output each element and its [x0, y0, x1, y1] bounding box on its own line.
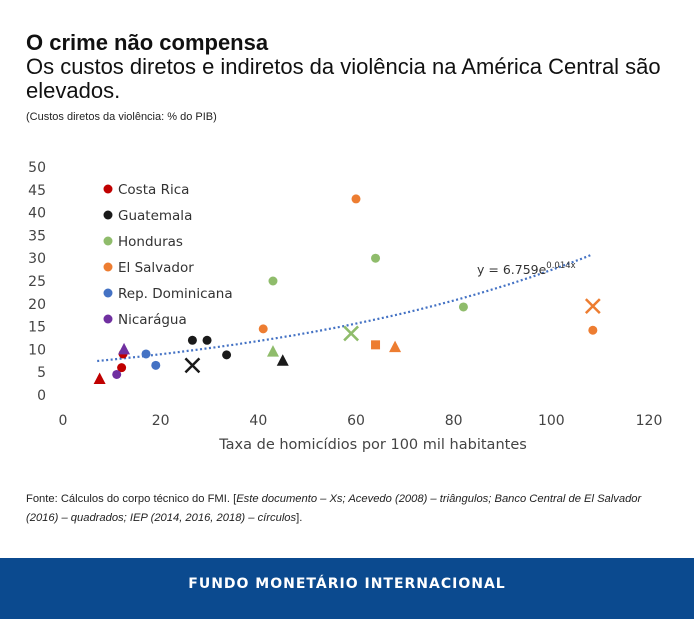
data-point-circle — [351, 194, 361, 204]
data-point-triangle — [93, 372, 106, 385]
data-point-circle — [187, 335, 197, 345]
scatter-chart: 0 5 10 15 20 25 30 35 40 45 50 0 20 40 60 80 100 120 Taxa … — [28, 160, 663, 453]
y-tick-label: 15 — [28, 320, 46, 336]
legend-label: El Salvador — [118, 260, 194, 276]
legend-marker — [103, 236, 113, 246]
data-point-circle — [202, 335, 212, 345]
y-tick-label: 40 — [28, 206, 46, 222]
data-point-circle — [371, 253, 381, 263]
y-tick-label: 30 — [28, 251, 46, 267]
source-italic: Este documento – Xs; Acevedo (2008) – tr… — [26, 493, 642, 524]
legend-label: Guatemala — [118, 208, 192, 224]
trendline — [97, 254, 591, 363]
data-point-circle — [141, 349, 151, 359]
data-point-triangle — [389, 340, 402, 353]
y-tick-label: 0 — [37, 388, 46, 404]
y-tick-label: 5 — [37, 365, 46, 381]
x-axis-label: Taxa de homicídios por 100 mil habitante… — [218, 437, 527, 453]
data-point-circle — [458, 302, 468, 312]
legend-marker — [103, 314, 113, 324]
footer-text: FUNDO MONETÁRIO INTERNACIONAL — [188, 576, 506, 592]
x-tick-label: 80 — [445, 413, 463, 429]
chart-title: O crime não compensa — [26, 30, 269, 55]
source-lead: Fonte: Cálculos do corpo técnico do FMI.… — [26, 493, 237, 505]
y-tick-label: 50 — [28, 160, 46, 176]
trendline-equation: y = 6.759e0.014x — [477, 261, 576, 277]
x-tick-label: 100 — [538, 413, 565, 429]
data-point-circle — [588, 325, 598, 335]
data-point-triangle — [276, 354, 289, 366]
legend-marker — [103, 288, 113, 298]
data-point-x — [184, 357, 201, 374]
legend-label: Nicarágua — [118, 312, 187, 328]
data-point-circle — [222, 350, 232, 360]
legend-marker — [103, 184, 113, 194]
data-point-x — [343, 325, 360, 342]
chart-subtitle: Os custos diretos e indiretos da violênc… — [26, 54, 661, 103]
data-point-triangle — [118, 342, 131, 355]
y-tick-label: 25 — [28, 274, 46, 290]
data-point-triangle — [266, 345, 279, 357]
y-tick-label: 45 — [28, 183, 46, 199]
legend-marker — [103, 262, 113, 272]
x-tick-label: 20 — [152, 413, 170, 429]
legend-marker — [103, 210, 113, 220]
footer-banner: FUNDO MONETÁRIO INTERNACIONAL — [0, 558, 694, 619]
legend-label: Honduras — [118, 234, 183, 250]
data-point-circle — [151, 360, 161, 370]
data-point-circle — [117, 363, 127, 373]
y-tick-label: 35 — [28, 228, 46, 244]
x-tick-label: 60 — [347, 413, 365, 429]
data-point-circle — [112, 369, 122, 379]
y-tick-label: 10 — [28, 342, 46, 358]
legend-label: Costa Rica — [118, 182, 189, 198]
data-point-x — [584, 298, 601, 314]
data-point-square — [371, 340, 381, 350]
units-note: (Custos diretos da violência: % do PIB) — [26, 111, 217, 123]
x-tick-label: 120 — [636, 413, 663, 429]
data-point-circle — [258, 324, 268, 334]
trendline-exponent: 0.014x — [546, 261, 575, 271]
y-tick-label: 20 — [28, 297, 46, 313]
legend-label: Rep. Dominicana — [118, 286, 233, 302]
data-point-circle — [268, 276, 278, 286]
x-tick-label: 0 — [59, 413, 68, 429]
x-tick-label: 40 — [249, 413, 267, 429]
source-tail: ]. — [296, 512, 303, 524]
source-note: Fonte: Cálculos do corpo técnico do FMI.… — [26, 490, 666, 528]
